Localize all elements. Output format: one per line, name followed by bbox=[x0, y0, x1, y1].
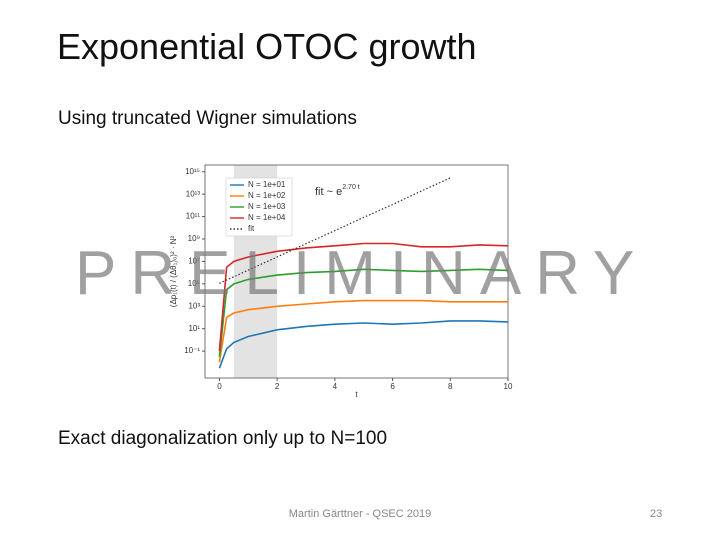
subtitle: Using truncated Wigner simulations bbox=[58, 108, 357, 129]
series-line bbox=[219, 177, 451, 284]
series-line bbox=[218, 242, 509, 352]
x-tick-label: 10 bbox=[504, 382, 513, 391]
watermark: PRELIMINARY bbox=[75, 239, 649, 308]
y-tick-label: 10⁹ bbox=[188, 234, 200, 243]
y-tick-label: 10⁵ bbox=[188, 279, 200, 288]
y-tick-label: 10³ bbox=[188, 301, 200, 310]
x-tick-label: 2 bbox=[275, 382, 280, 391]
y-tick-label: 10¹ bbox=[188, 324, 200, 333]
legend-label: fit bbox=[248, 224, 255, 233]
x-tick-label: 0 bbox=[217, 382, 222, 391]
x-tick-label: 4 bbox=[333, 382, 338, 391]
page-number: 23 bbox=[650, 508, 663, 520]
annotation-text: fit ~ e bbox=[315, 186, 342, 198]
annotation: fit ~ e2.70 t bbox=[315, 184, 360, 198]
y-tick-label: 10⁷ bbox=[188, 257, 200, 266]
y-tick-label: 10¹⁵ bbox=[185, 167, 200, 176]
legend-label: N = 1e+01 bbox=[248, 180, 286, 189]
plot-frame bbox=[204, 164, 509, 379]
figure-background bbox=[165, 158, 520, 403]
series-line bbox=[218, 320, 509, 369]
x-axis-label: t bbox=[355, 390, 358, 399]
note: Exact diagonalization only up to N=100 bbox=[58, 428, 388, 449]
series-line bbox=[218, 268, 509, 358]
y-tick-label: 10⁻¹ bbox=[184, 346, 200, 355]
y-axis-label: (Δp₁(t) / (Δθ₁)₀)² · N² bbox=[169, 235, 178, 307]
series-line bbox=[218, 299, 508, 363]
x-tick-label: 6 bbox=[390, 382, 395, 391]
annotation-exponent: 2.70 t bbox=[342, 184, 360, 191]
legend-label: N = 1e+02 bbox=[248, 191, 286, 200]
y-tick-label: 10¹¹ bbox=[186, 212, 201, 221]
slide-title: Exponential OTOC growth bbox=[57, 26, 477, 67]
legend-label: N = 1e+04 bbox=[248, 213, 286, 222]
y-tick-label: 10¹³ bbox=[186, 189, 201, 198]
x-tick-label: 8 bbox=[448, 382, 453, 391]
footer: Martin Gärttner - QSEC 2019 bbox=[288, 508, 432, 520]
legend-label: N = 1e+03 bbox=[248, 202, 286, 211]
